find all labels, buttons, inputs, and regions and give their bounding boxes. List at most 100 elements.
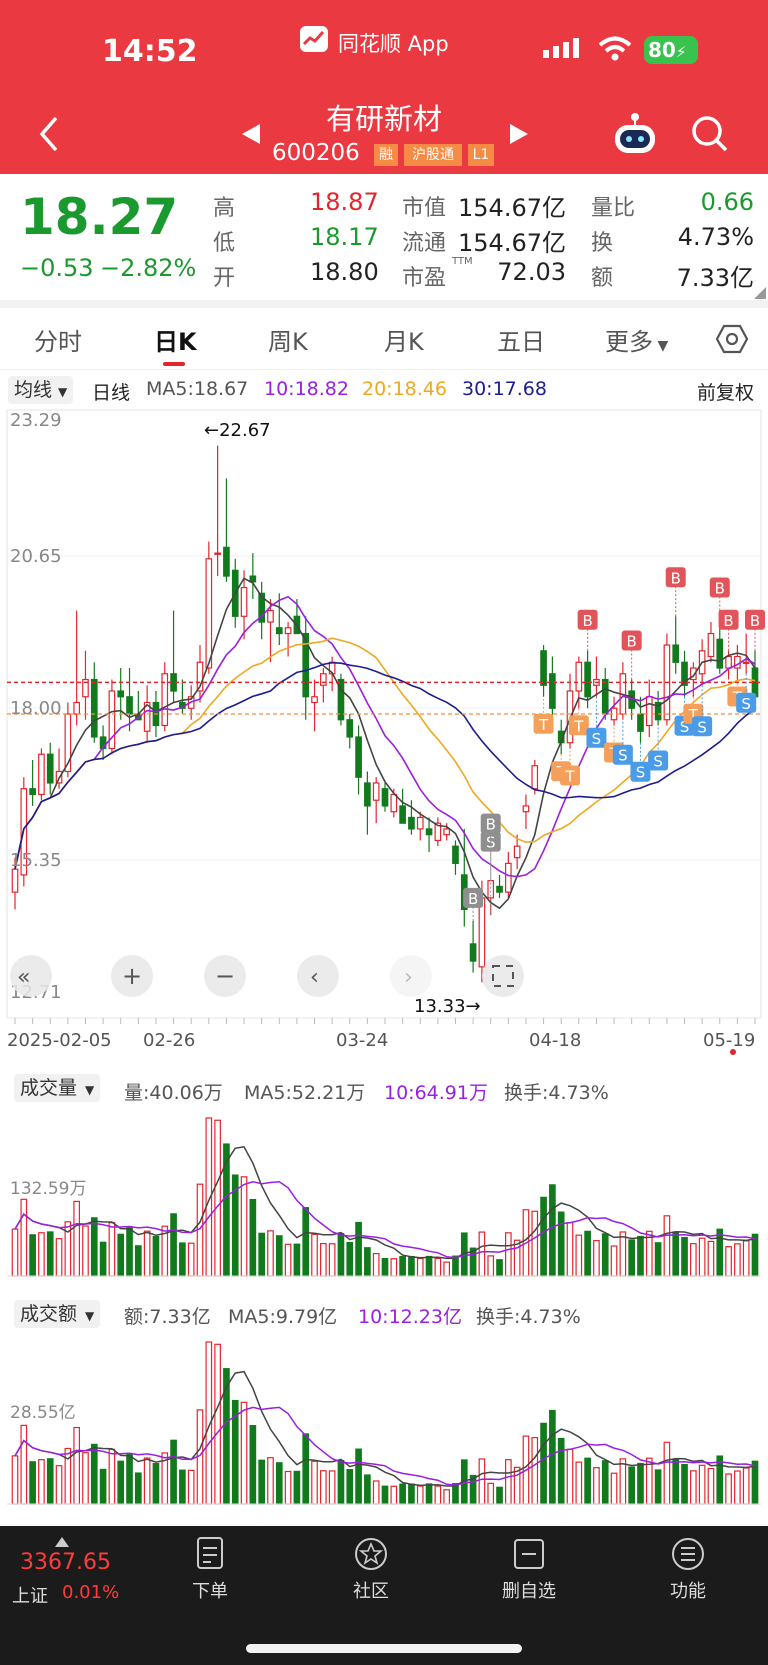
y-tick-label: 20.65: [10, 546, 62, 567]
low-label: 低: [213, 231, 236, 256]
kline-chart[interactable]: BSBTTTTBSTSBSSBSTSBBTSB 23.29 20.65 18.0…: [0, 408, 768, 1098]
price-change-pct: −2.82%: [100, 254, 197, 282]
trade-marker-label: S: [680, 718, 690, 736]
back-icon[interactable]: [36, 114, 62, 158]
next-stock-icon[interactable]: [508, 122, 530, 150]
ma20-line: [14, 637, 756, 870]
volume-bar: [364, 1247, 371, 1277]
turnover-value: 4.73%: [677, 223, 754, 251]
trade-marker: [630, 761, 651, 782]
community-button[interactable]: 社区: [326, 1536, 416, 1603]
fullscreen-button[interactable]: [482, 955, 524, 997]
candle-body: [249, 575, 257, 583]
volume-bar: [328, 1243, 336, 1277]
y-tick-label: 23.29: [10, 410, 62, 431]
candle-body: [478, 897, 486, 968]
candle-body: [302, 632, 310, 698]
amount-bar: [108, 1448, 116, 1505]
volume-ma10-line: [14, 1181, 756, 1259]
svg-text:›: ›: [404, 965, 413, 990]
candle-body: [681, 661, 688, 686]
candle-body: [11, 868, 19, 893]
mcap-label: 市值: [402, 196, 447, 221]
tab-daily-k[interactable]: 日K: [154, 328, 197, 356]
candle-body: [364, 782, 371, 807]
amount-indicator-dropdown[interactable]: 成交额 ▼: [14, 1300, 101, 1328]
volume-indicator-dropdown[interactable]: 成交量 ▼: [14, 1074, 101, 1102]
volume-bar: [716, 1228, 724, 1277]
volume-bar: [267, 1230, 274, 1277]
candle-body: [496, 885, 503, 893]
trade-marker: [568, 715, 589, 736]
tab-more[interactable]: 更多 ▼: [605, 322, 668, 357]
latest-dot: [730, 1049, 736, 1055]
scroll-left-button[interactable]: ‹: [297, 955, 339, 997]
volume-bar: [505, 1232, 512, 1277]
volume-bar: [663, 1215, 671, 1277]
amount-bar: [179, 1469, 186, 1505]
amount-bar: [645, 1457, 653, 1505]
tab-five-day[interactable]: 五日: [497, 328, 545, 356]
amount-bar: [55, 1465, 63, 1505]
tab-intraday[interactable]: 分时: [34, 328, 82, 356]
candle-body: [38, 753, 45, 796]
tag-margin: 融: [374, 144, 398, 166]
scroll-left-fast-button[interactable]: «: [10, 955, 52, 997]
ma10-line: [14, 595, 756, 878]
volume-bar: [698, 1237, 706, 1277]
ma30-value: 30:17.68: [462, 378, 547, 400]
tab-weekly-k[interactable]: 周K: [268, 328, 308, 356]
amount-bar: [170, 1439, 177, 1505]
community-icon: [355, 1538, 387, 1570]
volume-bar: [681, 1236, 688, 1277]
trade-marker-label: B: [468, 890, 478, 908]
scroll-right-button[interactable]: ›: [390, 955, 432, 997]
search-icon[interactable]: [690, 114, 730, 158]
adjust-mode[interactable]: 前复权: [697, 382, 755, 404]
indicator-dropdown[interactable]: 均线 ▼: [8, 376, 74, 404]
amount-label: 额: [591, 266, 614, 291]
volume-bar: [566, 1222, 574, 1277]
settings-hexagon-icon[interactable]: [715, 324, 749, 358]
robot-assistant-icon[interactable]: [612, 112, 658, 160]
volume-ratio-label: 量比: [591, 196, 636, 221]
functions-button[interactable]: 功能: [643, 1536, 733, 1603]
volume-bar: [425, 1255, 433, 1277]
volume-chart[interactable]: 132.59万: [0, 1100, 768, 1282]
volume-bar: [654, 1242, 662, 1277]
order-button[interactable]: 下单: [165, 1536, 255, 1603]
volume-bar: [610, 1245, 618, 1277]
remove-watchlist-button[interactable]: 删自选: [484, 1536, 574, 1603]
candle-body: [707, 632, 715, 658]
candle-body: [161, 673, 169, 727]
candle-body: [240, 586, 248, 617]
expand-corner-icon[interactable]: [754, 284, 766, 303]
amount-bar: [126, 1454, 133, 1505]
amount-chart[interactable]: 28.55亿: [0, 1324, 768, 1510]
amount-bar: [707, 1467, 715, 1505]
low-value: 18.17: [310, 223, 379, 251]
candle-body: [443, 828, 450, 836]
volume-value: 量:40.06万: [124, 1082, 223, 1104]
amount-bar: [610, 1472, 618, 1505]
trade-marker-label: B: [671, 569, 681, 587]
amount-bar: [531, 1437, 539, 1505]
volume-bar: [355, 1221, 362, 1277]
amount-bar: [346, 1469, 354, 1505]
index-value[interactable]: 3367.65: [20, 1550, 111, 1575]
zoom-in-button[interactable]: +: [111, 955, 153, 997]
functions-label: 功能: [670, 1581, 706, 1602]
volume-bar: [311, 1233, 318, 1277]
candle-body: [73, 701, 80, 715]
amount-bar: [275, 1462, 283, 1505]
chevron-down-icon: ▼: [85, 1309, 95, 1323]
candle-body: [416, 816, 424, 830]
volume-bar: [416, 1257, 424, 1277]
tab-monthly-k[interactable]: 月K: [384, 328, 424, 356]
candle-body: [311, 696, 318, 704]
zoom-out-button[interactable]: −: [204, 955, 246, 997]
prev-stock-icon[interactable]: [240, 122, 262, 150]
volume-bar: [11, 1228, 19, 1277]
volume-bar: [117, 1233, 125, 1277]
amount-bar: [302, 1433, 310, 1505]
